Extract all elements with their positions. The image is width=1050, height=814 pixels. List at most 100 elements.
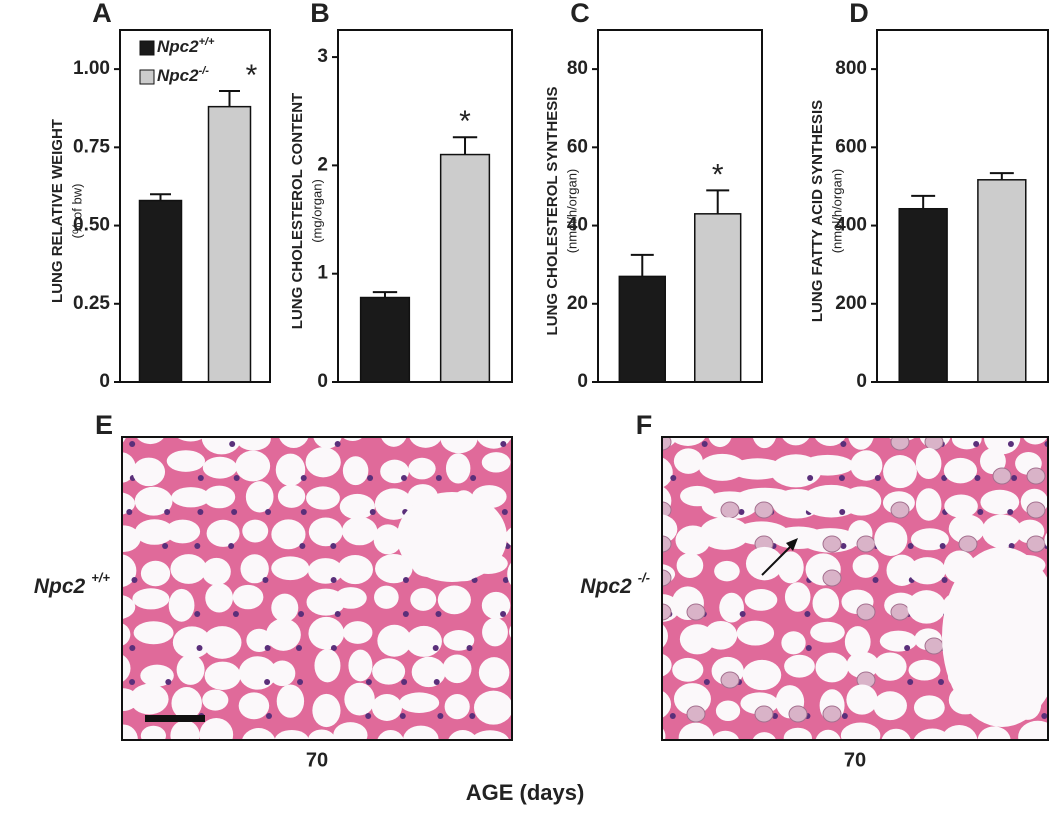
nucleus [435,611,442,617]
alveolus [314,649,341,683]
nucleus [840,441,847,447]
macrophage [662,603,672,621]
alveolus [662,514,678,544]
alveolus [333,722,368,740]
y-tick-label: 400 [835,215,867,236]
nucleus [1007,441,1014,447]
alveolus [236,437,271,451]
alveolus [445,453,471,484]
nucleus [975,747,981,753]
nucleus [330,577,337,583]
nucleus [907,679,914,685]
alveolus [238,692,270,720]
nucleus [129,679,136,685]
alveolus [399,692,440,713]
alveolus [910,528,949,551]
nucleus [974,475,981,481]
macrophage [992,467,1012,485]
macrophage [822,569,842,587]
alveolus [130,683,169,715]
nucleus [502,577,509,583]
alveolus [783,727,812,740]
alveolus [202,626,242,659]
alveolus [202,689,229,711]
nucleus [840,543,847,549]
alveolus [852,554,879,578]
macrophage [890,437,910,451]
alveolus [377,729,405,740]
nucleus [264,679,271,685]
nucleus [162,543,169,549]
nucleus [838,475,845,481]
macrophage [856,603,876,621]
alveolus [736,620,775,646]
histology-image [122,437,512,753]
macrophage [896,739,904,740]
alveolus [509,437,512,443]
alveolus [274,729,309,740]
alveolus [132,588,170,610]
alveolus [814,437,846,447]
nucleus [841,713,848,719]
nucleus [701,441,708,447]
alveolus [714,560,740,582]
x-axis-label: AGE (days) [466,780,585,805]
y-tick-label: 40 [567,215,588,236]
nucleus [232,611,239,617]
nucleus [437,713,444,719]
alveolus [375,553,413,584]
nucleus [194,611,201,617]
y-tick-label: 0 [317,371,328,392]
alveolus [176,654,205,685]
bar [138,199,183,383]
macrophage [662,739,666,740]
y-axis-label: LUNG RELATIVE WEIGHT [49,119,66,303]
nucleus [330,645,337,651]
nucleus [265,747,271,753]
nucleus [402,611,409,617]
bar [439,153,491,383]
alveolus [409,437,443,448]
alveolus [269,660,296,687]
alveolus [676,552,704,578]
alveolus [850,450,883,481]
alveolus [176,437,205,442]
alveolus [448,729,478,740]
macrophage [662,437,672,451]
nucleus [874,475,881,481]
nucleus [939,543,946,549]
alveolus [373,524,403,555]
alveolus [403,725,439,740]
y-axis-sublabel: (nmol/h/organ) [829,169,844,254]
alveolus [308,517,343,547]
alveolus [372,658,406,685]
nucleus [228,543,235,549]
nucleus [402,577,409,583]
nucleus [369,509,376,515]
alveolus [673,448,703,474]
alveolus [276,684,305,718]
nucleus [469,713,476,719]
alveolus [815,729,841,740]
arrow [761,544,793,576]
alveolus [140,560,171,587]
alveolus [781,631,806,655]
macrophage [686,603,706,621]
nucleus [401,679,408,685]
alveolus [844,626,871,658]
alveolus [881,728,911,740]
nucleus [501,509,508,515]
alveolus [278,437,309,448]
alveolus [481,591,511,620]
alveolus [442,654,472,684]
alveolus [711,730,739,740]
alveolus [308,729,336,740]
nucleus [165,679,172,685]
macrophage [662,501,672,519]
y-tick-label: 0.75 [73,136,110,157]
age-label: 70 [306,749,328,771]
nucleus [904,645,911,651]
alveolus [784,582,811,612]
alveolus [313,437,342,449]
macrophage [1026,467,1046,485]
